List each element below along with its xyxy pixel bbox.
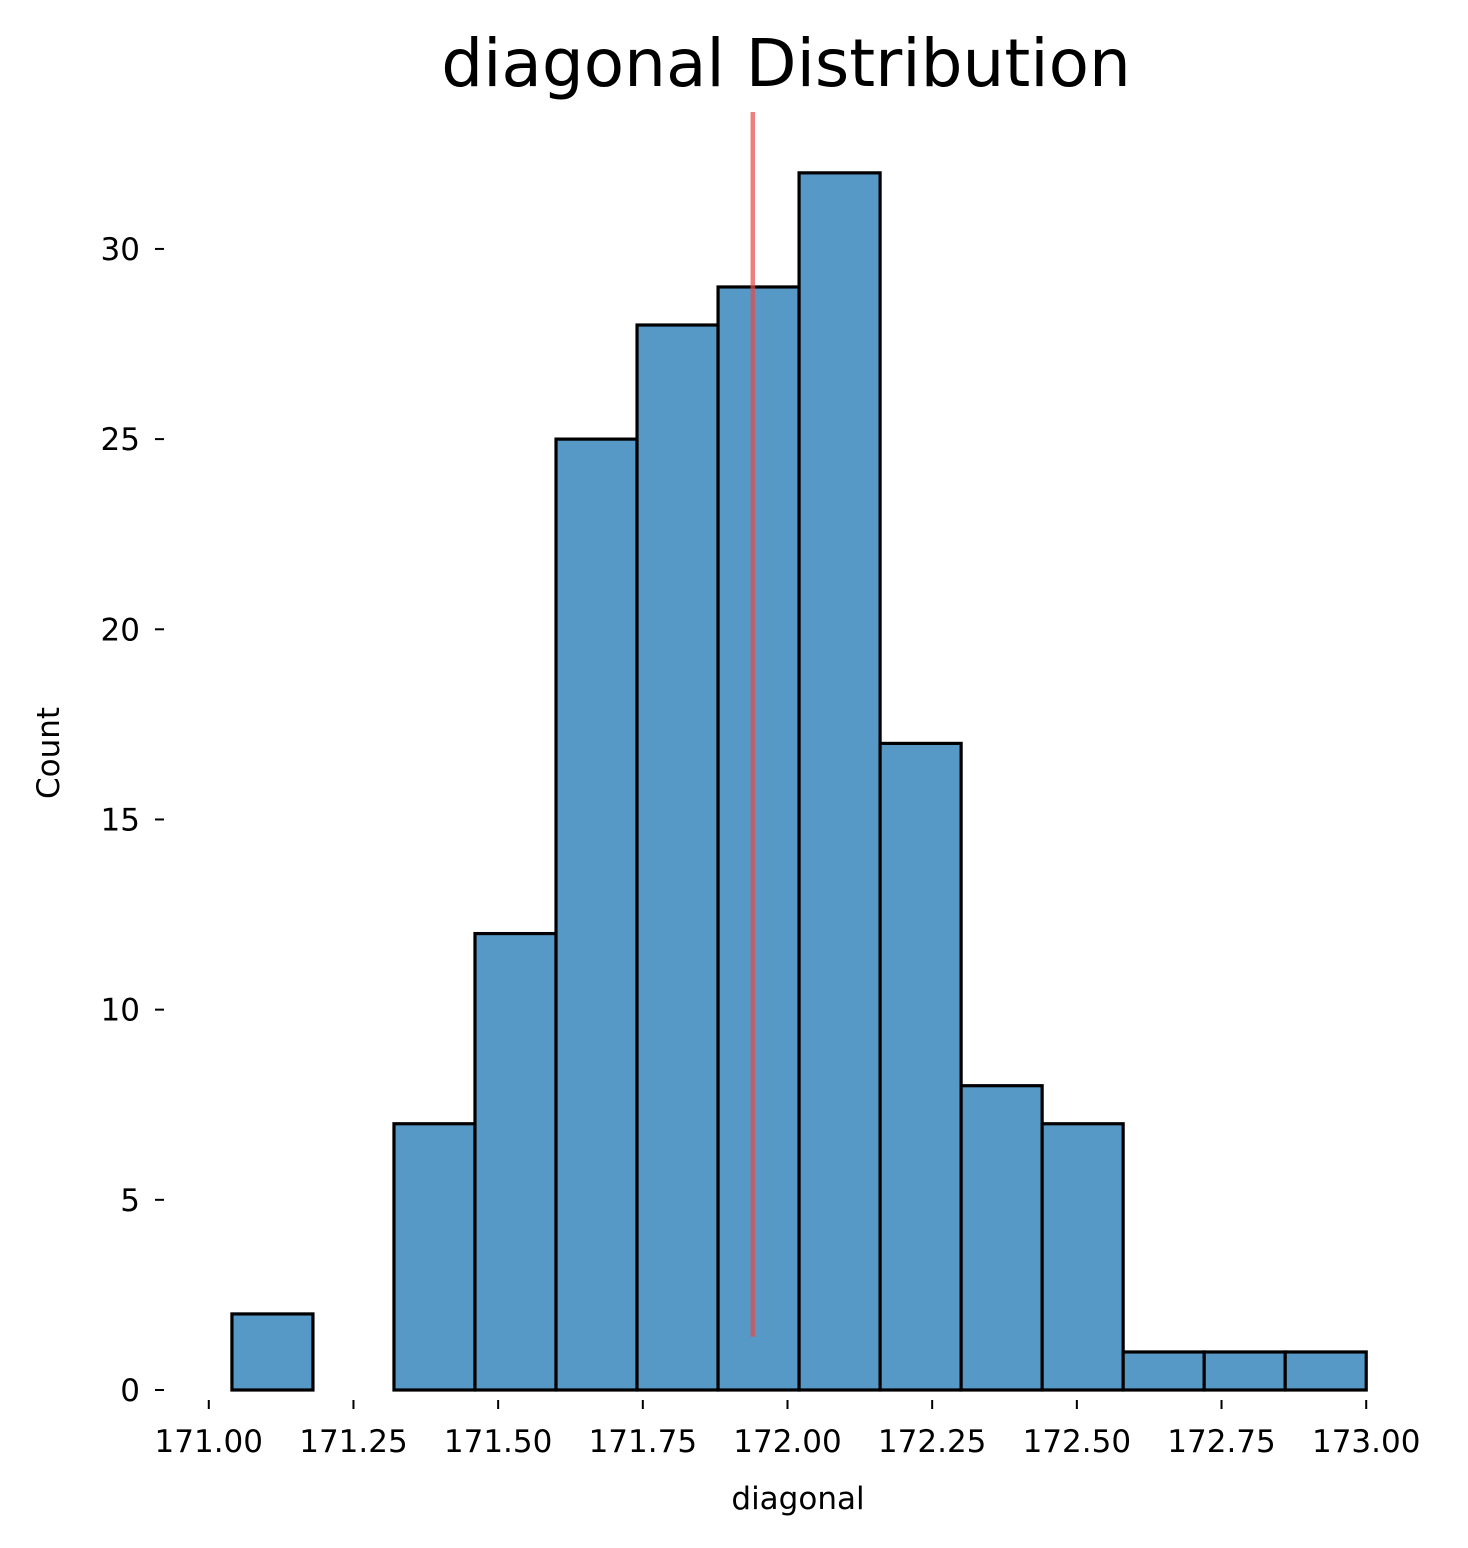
x-tick-label-2: 171.25 <box>299 1424 407 1460</box>
histogram-bar-5 <box>554 437 639 1392</box>
histogram-bar-8 <box>797 171 882 1392</box>
x-tick-label-4: 171.75 <box>589 1424 697 1460</box>
x-tick-label-3: 171.50 <box>444 1424 552 1460</box>
y-tick-label-6: 25 <box>101 422 140 458</box>
y-tick-label-2: 5 <box>120 1183 140 1219</box>
x-axis-label: diagonal <box>731 1481 864 1517</box>
y-tick-label-1: 0 <box>120 1373 140 1409</box>
histogram-bar-9 <box>878 741 963 1392</box>
y-tick-label-3: 10 <box>101 993 140 1029</box>
x-tick-label-9: 173.00 <box>1312 1424 1420 1460</box>
histogram-bar-10 <box>959 1084 1044 1392</box>
y-tick-label-7: 30 <box>101 232 140 268</box>
histogram-bar-12 <box>1121 1350 1206 1392</box>
y-axis: 0 5 10 15 20 25 30 <box>101 232 164 1409</box>
y-tick-label-5: 20 <box>101 612 140 648</box>
histogram-bar-1 <box>230 1312 315 1392</box>
histogram-bar-3 <box>392 1122 477 1392</box>
x-tick-label-8: 172.75 <box>1167 1424 1275 1460</box>
histogram-bar-4 <box>473 931 558 1392</box>
y-tick-label-4: 15 <box>101 802 140 838</box>
x-tick-label-5: 172.00 <box>733 1424 841 1460</box>
histogram-bar-14 <box>1283 1350 1368 1392</box>
histogram-bar-6 <box>635 323 720 1392</box>
histogram-bars <box>230 171 1368 1392</box>
chart-title: diagonal Distribution <box>441 25 1131 102</box>
histogram-bar-13 <box>1202 1350 1287 1392</box>
histogram-bar-11 <box>1040 1122 1125 1392</box>
y-axis-label: Count <box>31 707 67 799</box>
x-tick-label-1: 171.00 <box>155 1424 263 1460</box>
x-tick-label-6: 172.25 <box>878 1424 986 1460</box>
histogram-bar-7 <box>716 285 801 1392</box>
x-axis: 171.00 171.25 171.50 171.75 172.00 172.25 172.… <box>155 1400 1420 1460</box>
x-tick-label-7: 172.50 <box>1023 1424 1131 1460</box>
